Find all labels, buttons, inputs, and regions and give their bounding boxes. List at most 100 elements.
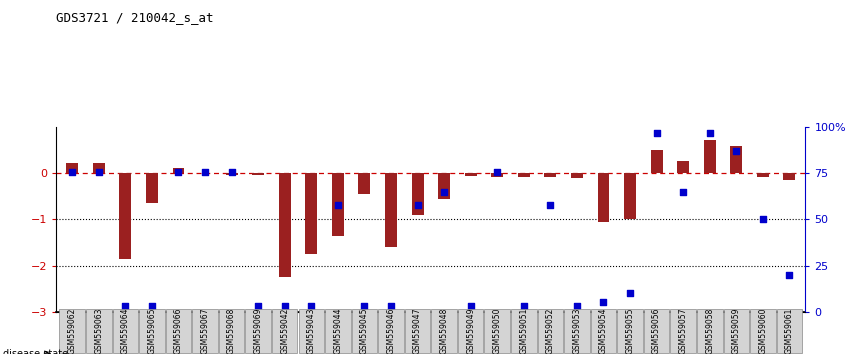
FancyBboxPatch shape — [724, 309, 749, 353]
Bar — [359, 173, 371, 194]
FancyBboxPatch shape — [86, 309, 112, 353]
Point — [756, 217, 770, 222]
Point — [676, 189, 690, 195]
Point — [304, 303, 318, 309]
Text: GSM559063: GSM559063 — [94, 308, 103, 354]
Text: GSM559050: GSM559050 — [493, 308, 501, 354]
Text: GSM559042: GSM559042 — [281, 308, 289, 354]
Bar — [624, 173, 636, 219]
FancyBboxPatch shape — [777, 309, 802, 353]
Point — [119, 303, 132, 309]
Bar — [172, 168, 184, 173]
FancyBboxPatch shape — [378, 309, 404, 353]
FancyBboxPatch shape — [750, 309, 776, 353]
Text: GSM559049: GSM559049 — [466, 308, 475, 354]
Point — [544, 202, 558, 207]
Point — [278, 303, 292, 309]
Text: GSM559059: GSM559059 — [732, 308, 740, 354]
Point — [783, 272, 797, 278]
Text: GSM559045: GSM559045 — [360, 308, 369, 354]
Text: GSM559068: GSM559068 — [227, 308, 236, 354]
Text: GSM559060: GSM559060 — [759, 308, 767, 354]
FancyBboxPatch shape — [697, 309, 722, 353]
FancyBboxPatch shape — [458, 309, 483, 353]
Point — [384, 303, 397, 309]
Point — [437, 189, 451, 195]
Bar — [598, 173, 610, 222]
Bar — [279, 173, 291, 277]
Point — [65, 169, 79, 175]
Text: GSM559048: GSM559048 — [440, 308, 449, 354]
Text: GSM559046: GSM559046 — [386, 308, 396, 354]
Text: GSM559047: GSM559047 — [413, 308, 422, 354]
Text: GSM559053: GSM559053 — [572, 308, 581, 354]
Bar — [438, 173, 450, 199]
FancyBboxPatch shape — [670, 309, 696, 353]
FancyBboxPatch shape — [192, 309, 217, 353]
Bar — [757, 173, 769, 177]
Bar — [93, 163, 105, 173]
Bar — [491, 173, 503, 177]
Text: GSM559067: GSM559067 — [201, 308, 210, 354]
FancyBboxPatch shape — [538, 309, 563, 353]
FancyBboxPatch shape — [564, 309, 590, 353]
Point — [92, 169, 106, 175]
Text: GSM559057: GSM559057 — [679, 308, 688, 354]
Text: GSM559062: GSM559062 — [68, 308, 77, 354]
Bar — [518, 173, 530, 177]
Bar — [226, 173, 237, 175]
Text: GSM559066: GSM559066 — [174, 308, 183, 354]
FancyBboxPatch shape — [299, 309, 324, 353]
Bar — [146, 173, 158, 203]
Text: GSM559069: GSM559069 — [254, 308, 262, 354]
Point — [517, 303, 531, 309]
Text: GSM559065: GSM559065 — [147, 308, 157, 354]
Bar — [677, 161, 689, 173]
FancyBboxPatch shape — [404, 309, 430, 353]
FancyBboxPatch shape — [219, 309, 244, 353]
Point — [224, 169, 238, 175]
Point — [490, 169, 504, 175]
Bar — [730, 146, 742, 173]
Point — [464, 303, 478, 309]
Text: GSM559058: GSM559058 — [705, 308, 714, 354]
FancyBboxPatch shape — [352, 309, 378, 353]
Point — [358, 303, 372, 309]
FancyBboxPatch shape — [245, 309, 271, 353]
FancyBboxPatch shape — [617, 309, 643, 353]
Bar — [120, 173, 132, 258]
FancyBboxPatch shape — [272, 309, 298, 353]
Bar — [650, 150, 662, 173]
Point — [650, 130, 663, 136]
Text: GSM559052: GSM559052 — [546, 308, 555, 354]
FancyBboxPatch shape — [431, 309, 457, 353]
Text: disease state: disease state — [3, 349, 68, 354]
FancyBboxPatch shape — [139, 309, 165, 353]
Point — [410, 202, 424, 207]
Bar — [465, 173, 476, 176]
Text: GSM559044: GSM559044 — [333, 308, 342, 354]
Point — [331, 202, 345, 207]
Bar — [332, 173, 344, 236]
Bar — [545, 173, 556, 177]
Bar — [784, 173, 795, 180]
Text: GSM559061: GSM559061 — [785, 308, 794, 354]
FancyBboxPatch shape — [60, 309, 85, 353]
FancyBboxPatch shape — [165, 309, 191, 353]
FancyBboxPatch shape — [484, 309, 510, 353]
Text: GSM559055: GSM559055 — [625, 308, 635, 354]
FancyBboxPatch shape — [325, 309, 351, 353]
FancyBboxPatch shape — [113, 309, 138, 353]
Bar — [704, 140, 715, 173]
Point — [198, 169, 212, 175]
Text: GDS3721 / 210042_s_at: GDS3721 / 210042_s_at — [56, 11, 214, 24]
Bar — [252, 173, 264, 175]
FancyBboxPatch shape — [591, 309, 617, 353]
Bar — [571, 173, 583, 178]
FancyBboxPatch shape — [644, 309, 669, 353]
Point — [597, 299, 611, 305]
Text: GSM559051: GSM559051 — [520, 308, 528, 354]
Point — [251, 303, 265, 309]
Point — [703, 130, 717, 136]
Text: GSM559056: GSM559056 — [652, 308, 661, 354]
